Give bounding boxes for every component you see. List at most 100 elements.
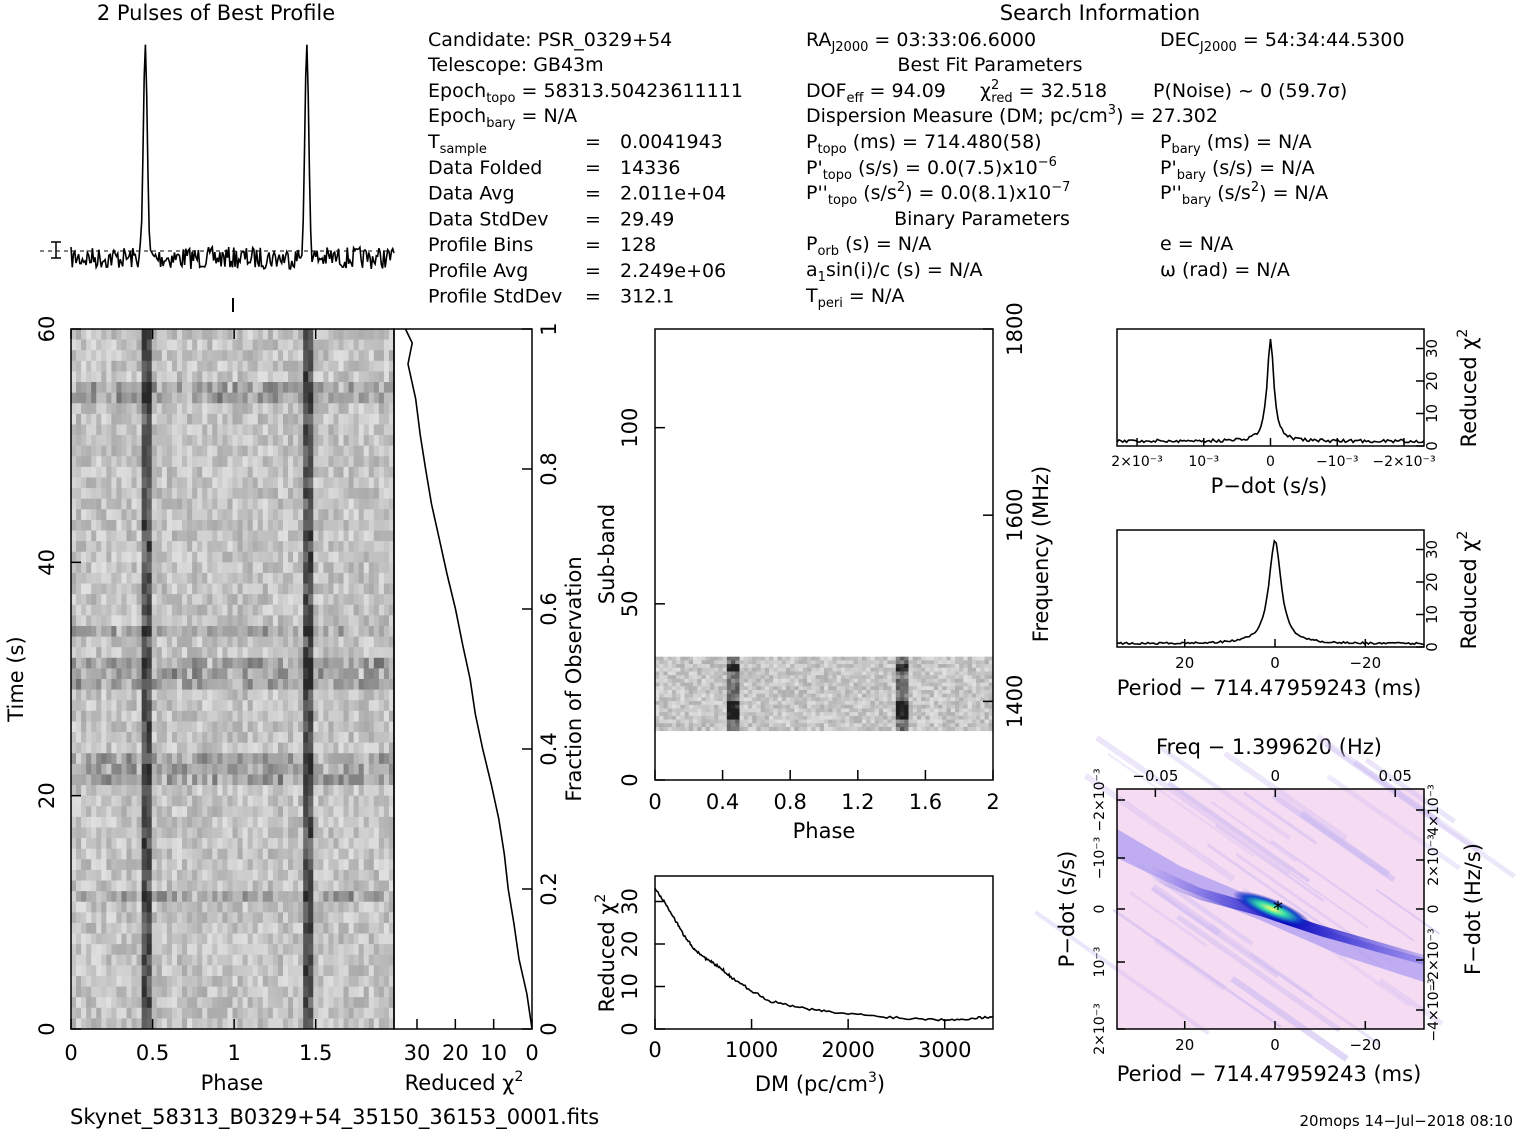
- time-phase-cell: [156, 933, 163, 945]
- pddot-topo-value: 0.0(8.1)x10: [941, 182, 1052, 204]
- time-phase-cell: [192, 975, 198, 987]
- time-phase-cell: [323, 700, 329, 712]
- time-phase-cell: [328, 816, 334, 828]
- subband-cell: [790, 675, 795, 680]
- subband-cell: [874, 682, 880, 687]
- time-phase-cell: [176, 498, 183, 510]
- time-phase-cell: [293, 679, 299, 691]
- time-phase-cell: [298, 679, 304, 691]
- time-phase-cell: [343, 530, 349, 542]
- time-phase-cell: [197, 997, 203, 1009]
- time-phase-cell: [126, 647, 132, 659]
- time-phase-cell: [121, 392, 127, 404]
- subband-cell: [756, 667, 762, 672]
- time-phase-cell: [353, 679, 360, 691]
- time-phase-cell: [212, 774, 218, 786]
- time-phase-cell: [176, 721, 183, 733]
- time-phase-cell: [348, 912, 355, 924]
- time-phase-cell: [293, 329, 299, 341]
- time-phase-cell: [353, 498, 360, 510]
- subband-cell: [840, 675, 846, 680]
- time-phase-cell: [207, 944, 213, 956]
- time-phase-cell: [146, 806, 153, 818]
- time-phase-cell: [303, 827, 309, 839]
- time-phase-cell: [338, 625, 344, 637]
- time-phase-cell: [81, 498, 87, 510]
- time-phase-cell: [242, 498, 249, 510]
- time-phase-cell: [202, 488, 208, 500]
- time-phase-cell: [363, 509, 370, 521]
- time-phase-cell: [222, 392, 228, 404]
- time-phase-cell: [293, 530, 299, 542]
- time-phase-cell: [166, 944, 173, 956]
- time-phase-cell: [81, 742, 87, 754]
- stat-eq: =: [585, 208, 601, 230]
- subband-cell: [853, 671, 859, 676]
- time-phase-cell: [136, 339, 143, 351]
- time-phase-cell: [358, 710, 365, 722]
- time-phase-cell: [182, 509, 188, 521]
- time-phase-cell: [378, 350, 385, 362]
- subband-cell: [676, 671, 681, 676]
- time-phase-cell: [171, 922, 178, 934]
- time-phase-cell: [242, 901, 249, 913]
- time-phase-cell: [146, 392, 153, 404]
- time-phase-cell: [318, 806, 324, 818]
- time-phase-cell: [272, 562, 279, 574]
- time-phase-cell: [116, 509, 122, 521]
- time-phase-cell: [86, 689, 92, 701]
- time-phase-cell: [182, 329, 188, 341]
- time-phase-cell: [182, 647, 188, 659]
- time-phase-cell: [197, 700, 203, 712]
- time-phase-cell: [136, 753, 143, 765]
- subband-cell: [701, 682, 707, 687]
- subband-cell: [684, 678, 690, 683]
- time-phase-cell: [313, 848, 319, 860]
- time-phase-cell: [308, 647, 314, 659]
- time-phase-cell: [131, 806, 138, 818]
- time-phase-cell: [182, 413, 188, 425]
- time-phase-cell: [176, 975, 183, 987]
- time-phase-cell: [262, 827, 269, 839]
- time-phase-cell: [363, 424, 370, 436]
- subband-cell: [887, 667, 893, 672]
- time-phase-cell: [262, 742, 269, 754]
- time-phase-cell: [383, 1007, 390, 1019]
- subband-cell: [912, 671, 918, 676]
- time-phase-cell: [338, 997, 344, 1009]
- time-phase-cell: [192, 774, 198, 786]
- time-phase-cell: [232, 891, 238, 903]
- time-phase-cell: [262, 975, 269, 987]
- time-phase-cell: [156, 382, 163, 394]
- time-phase-cell: [141, 933, 148, 945]
- time-phase-cell: [217, 636, 223, 648]
- time-phase-cell: [318, 435, 324, 447]
- time-phase-cell: [101, 572, 107, 584]
- time-phase-cell: [101, 774, 107, 786]
- time-phase-cell: [111, 360, 117, 372]
- time-phase-cell: [308, 806, 314, 818]
- time-phase-cell: [288, 763, 294, 775]
- time-phase-cell: [333, 445, 339, 457]
- time-phase-cell: [187, 785, 193, 797]
- time-phase-cell: [348, 859, 355, 871]
- time-phase-cell: [202, 647, 208, 659]
- time-phase-cell: [106, 668, 112, 680]
- time-phase-cell: [318, 392, 324, 404]
- time-phase-cell: [333, 679, 339, 691]
- time-phase-cell: [91, 912, 97, 924]
- time-phase-cell: [182, 562, 188, 574]
- time-phase-cell: [171, 371, 178, 383]
- time-phase-cell: [262, 594, 269, 606]
- time-phase-cell: [91, 774, 97, 786]
- time-phase-cell: [141, 880, 148, 892]
- time-phase-cell: [242, 689, 249, 701]
- time-phase-cell: [161, 392, 168, 404]
- time-phase-cell: [71, 806, 77, 818]
- time-phase-cell: [222, 339, 228, 351]
- time-phase-cell: [368, 413, 375, 425]
- time-phase-cell: [111, 901, 117, 913]
- time-phase-cell: [136, 965, 143, 977]
- time-phase-cell: [212, 498, 218, 510]
